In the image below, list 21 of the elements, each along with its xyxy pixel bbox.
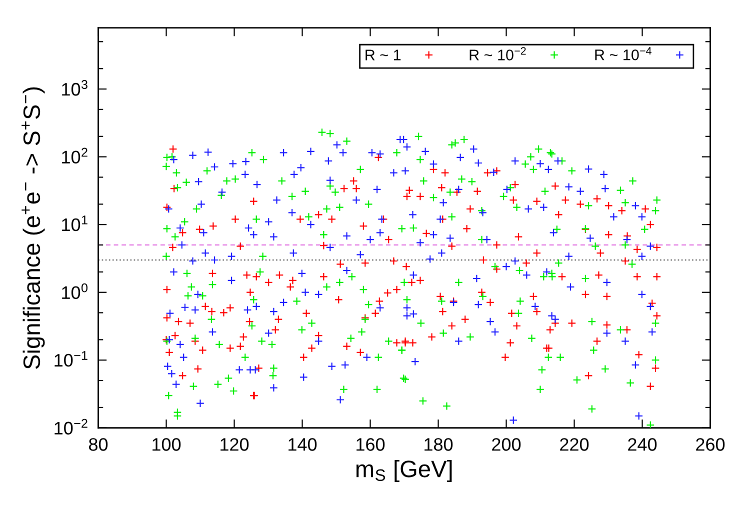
x-tick-label: 220: [560, 438, 589, 451]
x-axis-title: m$_{S}$ [GeV]: [356, 460, 452, 482]
legend-label: R ~ 10$^{−4}$: [595, 47, 652, 60]
x-tick-label: 240: [628, 438, 657, 451]
y-tick-label: 10$^{−1}$: [54, 351, 88, 367]
x-tick-label: 200: [492, 438, 521, 451]
x-tick-label: 160: [356, 438, 385, 451]
x-tick-label: 180: [424, 438, 453, 451]
y-tick-label: 10$^{−2}$: [54, 418, 88, 435]
x-tick-label: 260: [696, 438, 725, 451]
text: Significance (e$^{+}$e$^{−}$ -> S$^{+}$S$^{−}$): [22, 87, 45, 369]
y-tick-label: 10$^{3}$: [62, 80, 88, 96]
y-tick-label: 10$^{1}$: [62, 216, 88, 232]
legend-label: R ~ 1: [366, 50, 401, 60]
x-tick-label: 120: [220, 438, 249, 451]
y-tick-label: 10$^{2}$: [62, 148, 88, 164]
x-tick-label: 140: [288, 438, 317, 451]
x-tick-label: 80: [88, 438, 108, 451]
y-tick-label: 10$^{0}$: [62, 283, 88, 300]
legend-label: R ~ 10$^{−2}$: [470, 47, 526, 60]
x-tick-label: 100: [152, 438, 181, 451]
